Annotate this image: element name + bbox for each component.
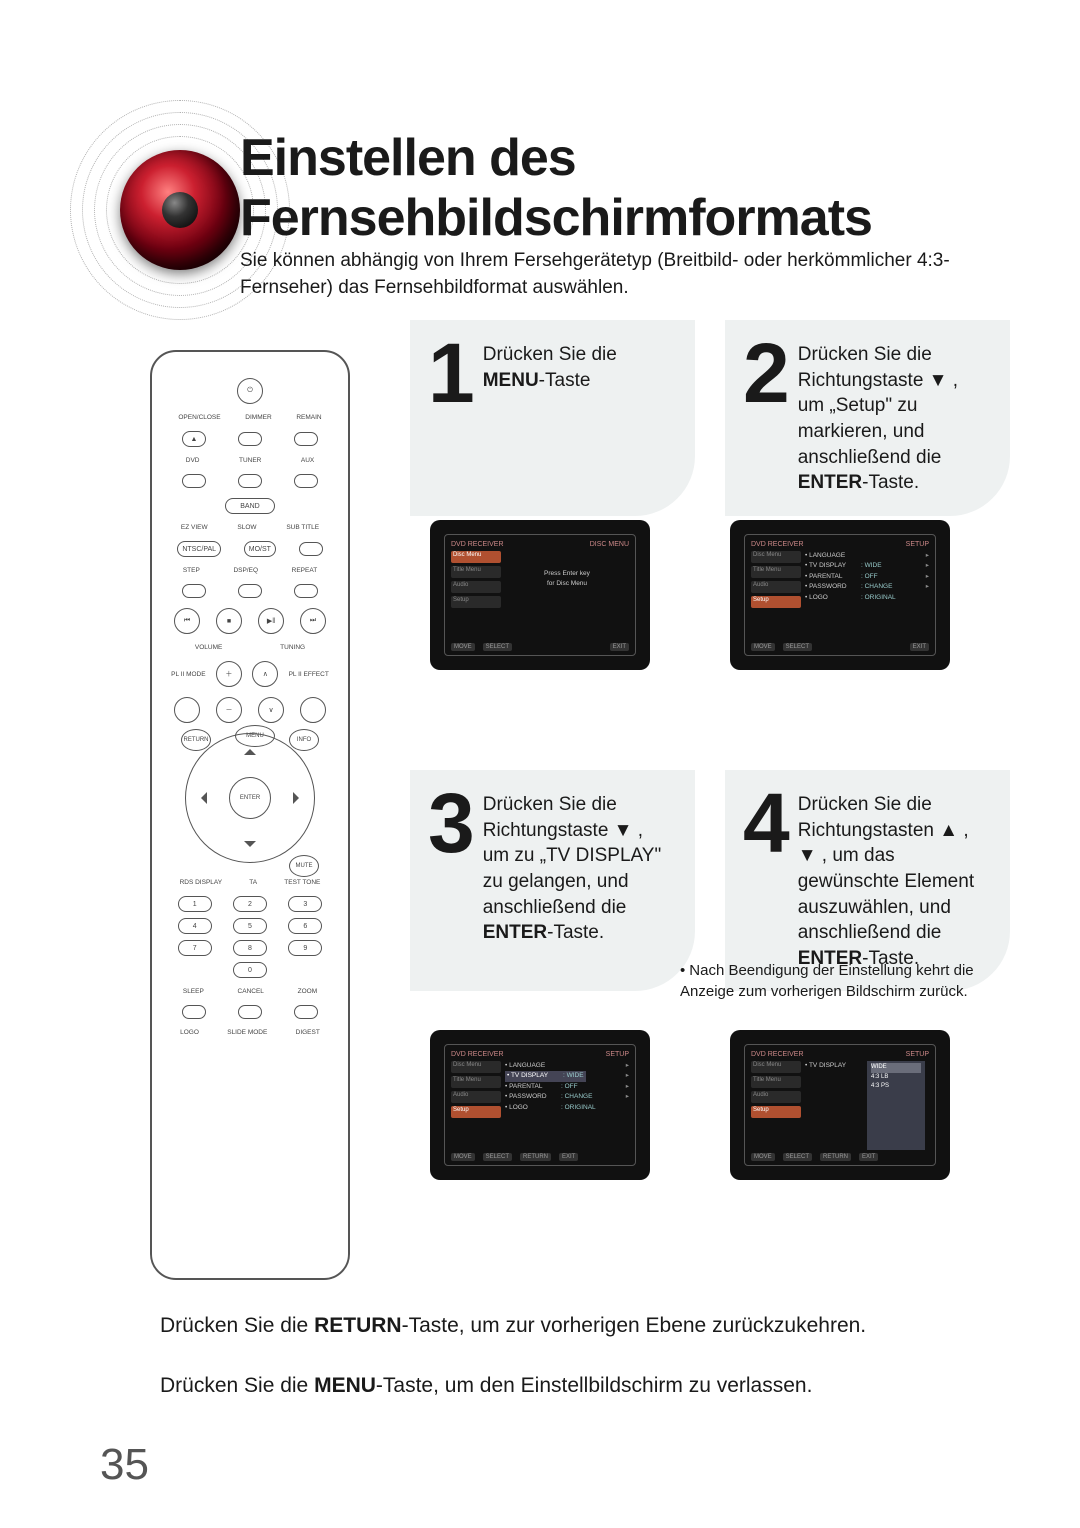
step-3: 3 Drücken Sie die Richtungstaste ▼ , um … [410,770,695,991]
stop-button: ■ [216,608,242,634]
direction-pad: MENU INFO RETURN MUTE ENTER [185,733,315,863]
up-arrow-icon [244,743,256,755]
info-button: INFO [289,729,319,751]
step-text: Drücken Sie die Richtungstasten ▲ , ▼ , … [798,788,986,971]
enter-button: ENTER [229,777,271,819]
steps-row-1: 1 Drücken Sie die MENU-Taste 2 Drücken S… [410,320,1010,516]
open-close-button: ▲ [182,431,206,447]
vol-down-button: － [216,697,242,723]
tune-down-button: ∨ [258,697,284,723]
step-text: Drücken Sie die Richtungstaste ▼ , um zu… [483,788,671,971]
next-button: ⏭ [300,608,326,634]
right-arrow-icon [293,792,305,804]
power-button: ⏻ [237,378,263,404]
page-number: 35 [100,1440,149,1490]
step-number: 3 [428,788,475,971]
instruction-return: Drücken Sie die RETURN-Taste, um zur vor… [160,1310,980,1342]
note-text: •Nach Beendigung der Einstellung kehrt d… [680,960,1010,1002]
step-text: Drücken Sie die MENU-Taste [483,338,671,496]
tv-screen-tvdisplay-highlight: DVD RECEIVERSETUP Disc Menu Title Menu A… [430,1030,650,1180]
step-number: 1 [428,338,475,496]
band-button: BAND [225,498,275,514]
play-pause-button: ▶‖ [258,608,284,634]
intro-text: Sie können abhängig von Ihrem Fersehgerä… [240,248,980,301]
vol-up-button: ＋ [216,661,242,687]
steps-row-2: 3 Drücken Sie die Richtungstaste ▼ , um … [410,770,1010,991]
speaker-icon [120,150,240,270]
number-pad: 1 2 3 4 5 6 7 8 9 0 [172,896,328,978]
remote-control-diagram: ⏻ OPEN/CLOSE DIMMER REMAIN ▲ DVD TUNER A… [150,350,350,1280]
page-title: Einstellen des Fernsehbildschirmformats [240,128,1080,248]
tv-screens-row-2: DVD RECEIVERSETUP Disc Menu Title Menu A… [430,1030,990,1180]
tv-screen-tvdisplay-options: DVD RECEIVERSETUP Disc Menu Title Menu A… [730,1030,950,1180]
tv-screens-row-1: DVD RECEIVERDISC MENU Disc Menu Title Me… [430,520,990,670]
step-text: Drücken Sie die Richtungstaste ▼ , um „S… [798,338,986,496]
step-number: 4 [743,788,790,971]
step-number: 2 [743,338,790,496]
prev-button: ⏮ [174,608,200,634]
return-button: RETURN [181,729,211,751]
step-2: 2 Drücken Sie die Richtungstaste ▼ , um … [725,320,1010,516]
tv-display-options: WIDE 4:3 LB 4:3 PS [867,1061,925,1150]
mute-button: MUTE [289,855,319,877]
tv-screen-setup: DVD RECEIVERSETUP Disc Menu Title Menu A… [730,520,950,670]
step-1: 1 Drücken Sie die MENU-Taste [410,320,695,516]
left-arrow-icon [195,792,207,804]
tune-up-button: ∧ [252,661,278,687]
down-arrow-icon [244,841,256,853]
step-4: 4 Drücken Sie die Richtungstasten ▲ , ▼ … [725,770,1010,991]
manual-page: Einstellen des Fernsehbildschirmformats … [0,0,1080,1528]
tv-screen-disc-menu: DVD RECEIVERDISC MENU Disc Menu Title Me… [430,520,650,670]
instruction-menu: Drücken Sie die MENU-Taste, um den Einst… [160,1370,980,1402]
